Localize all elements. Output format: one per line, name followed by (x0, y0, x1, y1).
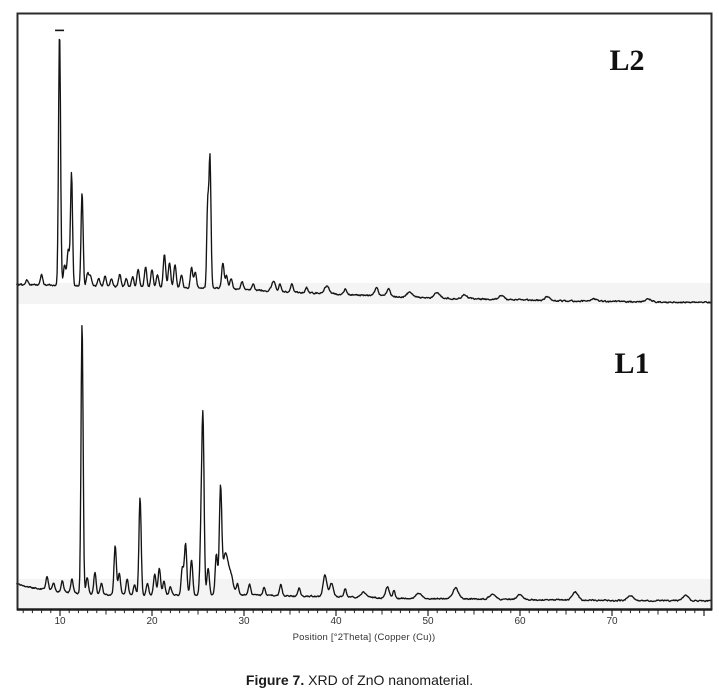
x-tick-label: 30 (238, 616, 250, 627)
xrd-trace-l1 (16, 325, 713, 603)
panel-label-l1: L1 (614, 347, 649, 380)
plot-border (16, 12, 713, 611)
x-tick-label: 40 (330, 616, 342, 627)
x-tick-label: 70 (606, 616, 618, 627)
xrd-trace-l2 (16, 38, 713, 304)
x-tick-label: 10 (54, 616, 66, 627)
xrd-chart: 10 20 30 40 50 60 70 Position [°2Theta] (Coppe… (16, 12, 713, 643)
trace-group (16, 29, 713, 603)
scan-artifact-band-l2 (18, 283, 711, 304)
x-tick-label: 50 (422, 616, 434, 627)
figure-caption-text: XRD of ZnO nanomaterial. (304, 672, 474, 688)
figure-caption: Figure 7. XRD of ZnO nanomaterial. (0, 672, 719, 688)
figure-caption-label: Figure 7. (245, 672, 305, 688)
x-tick-label: 60 (514, 616, 526, 627)
x-axis-ticks (22, 610, 705, 616)
x-axis-title: Position [°2Theta] (Copper (Cu)) (293, 632, 436, 643)
x-axis-tick-labels: 10 20 30 40 50 60 70 (54, 616, 618, 627)
panel-label-l2: L2 (609, 44, 644, 77)
x-tick-label: 20 (146, 616, 158, 627)
